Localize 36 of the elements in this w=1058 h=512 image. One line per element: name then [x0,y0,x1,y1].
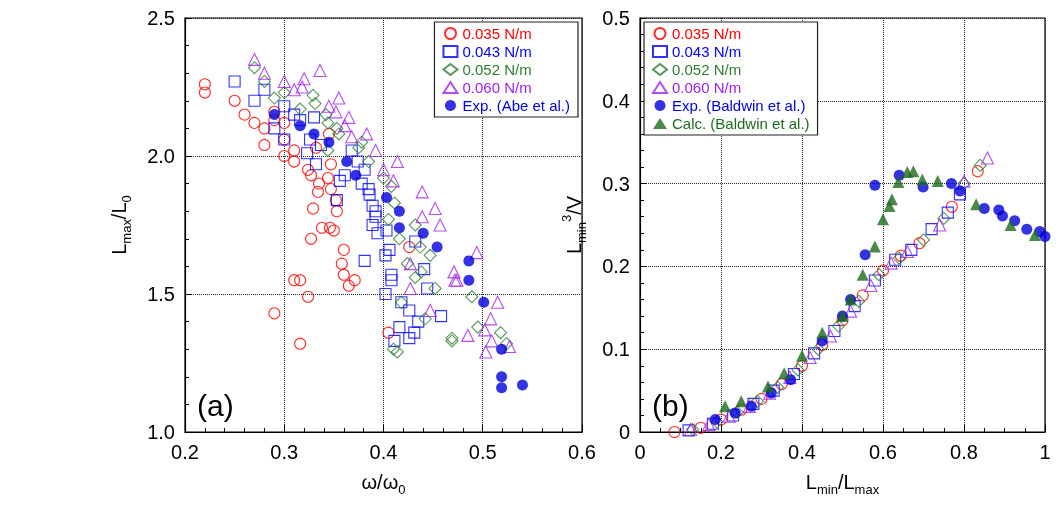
legend-label: 0.060 N/m [462,79,532,96]
y-tick-label: 0.3 [602,172,630,195]
legend-label: Exp. (Abe et al.) [462,97,571,114]
y-tick-label: 0 [618,421,630,443]
y-tick-label: 2.5 [147,7,175,29]
x-tick-label: 0.4 [788,441,816,463]
legend-label: 0.043 N/m [672,43,742,60]
x-tick-label: 0.2 [171,441,199,463]
legend-label: Calc. (Baldwin et al.) [672,115,810,132]
legend-label: Exp. (Baldwin et al.) [672,97,806,114]
x-tick-label: 0.4 [369,441,398,463]
x-tick-label: 0 [634,441,646,463]
legend-label: 0.052 N/m [462,61,532,78]
x-tick-label: 1 [1039,441,1051,463]
y-tick-label: 2.0 [147,145,175,167]
y-tick-label: 1.5 [147,283,175,305]
y-axis-title: Lmin3/V [559,195,589,255]
x-tick-label: 0.6 [869,441,897,463]
y-tick-label: 1.0 [147,421,175,443]
legend-label: 0.060 N/m [672,79,742,96]
legend-label: 0.035 N/m [462,25,532,42]
y-tick-label: 0.1 [602,338,630,361]
y-tick-label: 0.2 [602,255,630,278]
y-tick-label: 0.5 [602,7,630,29]
annotation: (b) [652,388,689,422]
x-tick-label: 0.2 [707,441,735,463]
legend-label: 0.035 N/m [672,25,742,42]
legend-label: 0.052 N/m [672,61,742,78]
y-tick-label: 0.4 [602,89,630,112]
x-tick-label: 0.6 [568,441,596,463]
annotation: (a) [197,388,234,422]
y-axis-title: Lmax/L0 [108,195,134,255]
legend-label: 0.043 N/m [462,43,532,60]
x-tick-label: 0.5 [468,441,497,463]
x-tick-label: 0.8 [950,441,978,463]
x-tick-label: 0.3 [270,441,299,463]
